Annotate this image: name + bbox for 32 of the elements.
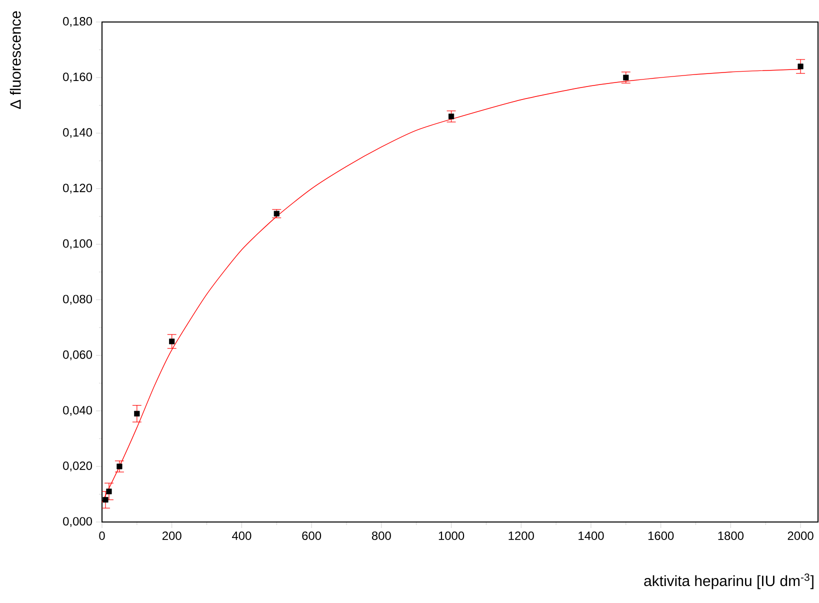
x-tick-label: 1000	[438, 532, 464, 540]
y-tick-label: 0,120	[63, 184, 92, 194]
y-tick-label: 0,060	[63, 350, 92, 360]
x-tick-label: 1600	[648, 532, 674, 540]
point	[106, 488, 112, 494]
point	[623, 74, 629, 80]
y-tick-label: 0,140	[63, 128, 92, 138]
y-tick-label: 0,160	[63, 72, 92, 82]
x-tick-label: 1800	[718, 532, 744, 540]
y-tick-label: 0,040	[63, 406, 92, 416]
y-tick-label: 0,180	[63, 17, 92, 27]
y-tick-label: 0,100	[63, 239, 92, 250]
point	[798, 64, 804, 70]
x-tick-label: 1400	[578, 532, 604, 540]
x-tick-label: 2000	[788, 532, 814, 540]
point	[274, 210, 280, 216]
x-axis-title: aktivita heparinu [IU dm$^{-3}$]	[644, 574, 814, 590]
x-tick-label: 1200	[508, 532, 534, 540]
y-axis-title: Δ fluorescence	[10, 11, 21, 109]
point	[169, 338, 175, 344]
point	[116, 464, 122, 470]
y-tick-label: 0,000	[63, 517, 92, 527]
point	[448, 114, 454, 120]
x-tick-label: 200	[162, 532, 182, 540]
x-tick-label: 400	[232, 532, 252, 540]
x-tick-label: 800	[372, 532, 391, 540]
y-tick-label: 0,020	[63, 462, 92, 472]
x-tick-label: 0	[99, 532, 105, 540]
point	[134, 410, 140, 416]
x-tick-label: 600	[302, 532, 322, 540]
point	[102, 496, 108, 503]
y-tick-label: 0,080	[63, 294, 92, 305]
